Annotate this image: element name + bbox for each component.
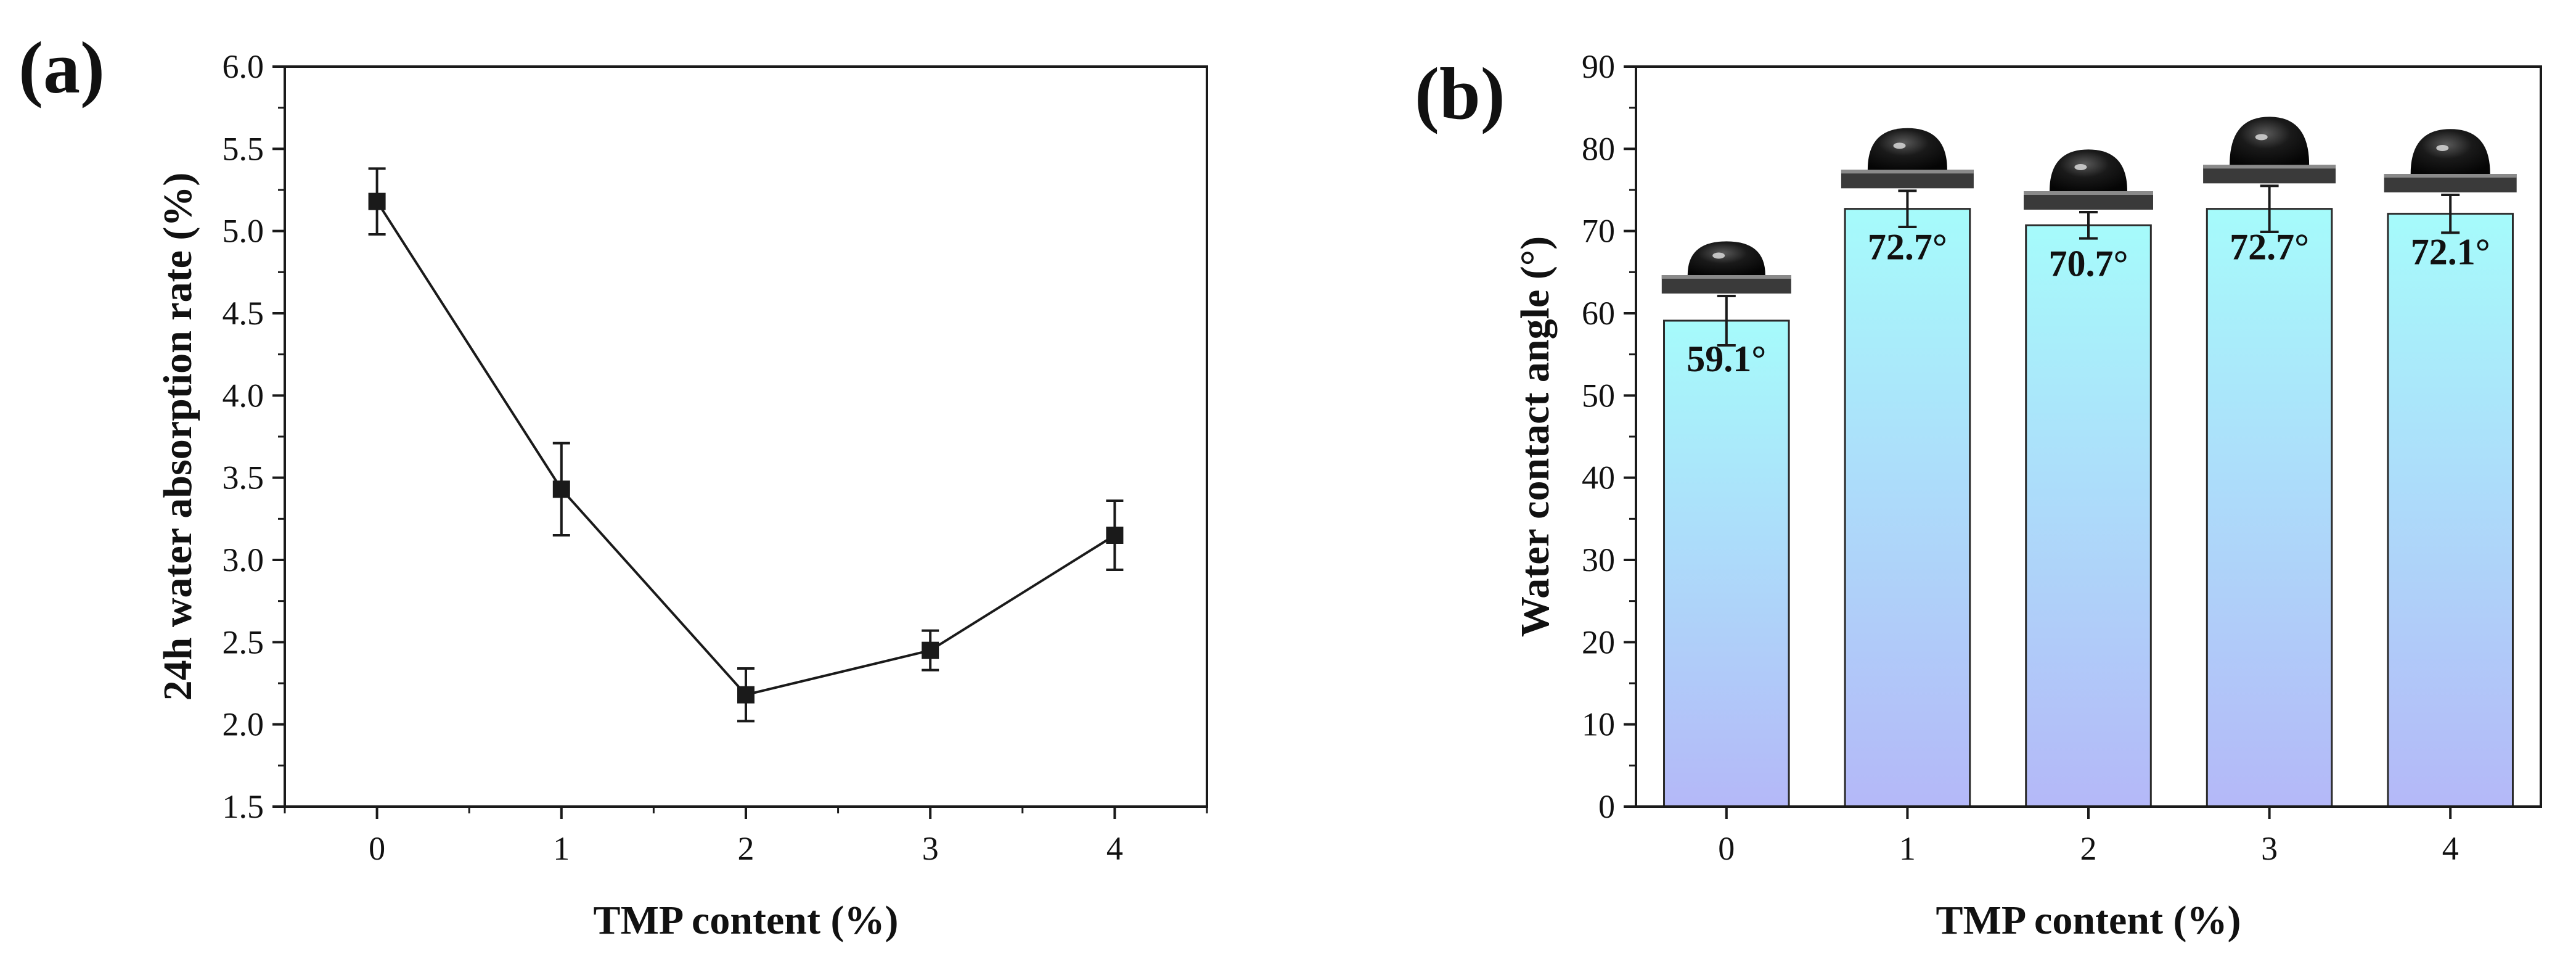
chart-b-x-axis: 0 1 2 3 4 [1718,807,2459,867]
droplet-glint [2436,145,2449,151]
y-tick-label: 30 [1582,541,1615,578]
chart-a-y-axis: 1.5 2.0 2.5 3.0 3.5 4.0 4.5 5.0 5.5 6.0 [223,48,285,825]
droplet-glint [1893,142,1906,149]
series-line [375,200,1116,696]
droplet-image [2024,149,2153,210]
bar [1663,319,1790,808]
bar [2387,213,2514,808]
y-tick-label: 3.5 [223,459,264,496]
chart-a-series [368,167,1124,723]
y-tick-label: 90 [1582,48,1615,85]
y-tick-label: 1.5 [223,788,264,825]
substrate-highlight [2024,191,2153,195]
chart-b-bars: 59.1° 72.7° 70.7° 72.7° 72.1° [1663,184,2514,808]
droplet-image [1841,128,1974,189]
droplet [2050,149,2127,191]
chart-a-y-axis-title: 24h water absorption rate (%) [155,173,200,701]
chart-a-x-axis: 0 1 2 3 4 [284,807,1208,867]
bar-value-label: 59.1° [1687,339,1766,379]
bar-value-label: 72.7° [2230,227,2309,268]
droplet-image [1661,241,1791,294]
chart-b-y-axis-title: Water contact angle (°) [1513,236,1558,637]
x-tick-label: 3 [922,830,939,867]
droplet-image [2384,129,2517,192]
droplet [2230,117,2310,165]
y-tick-label: 6.0 [223,48,264,85]
data-point [368,192,386,210]
x-tick-label: 1 [1899,830,1916,867]
x-tick-label: 2 [738,830,754,867]
panel-a-label: (a) [18,27,105,109]
x-tick-label: 1 [553,830,570,867]
droplet-image [2203,117,2336,184]
droplet-glint [1712,252,1725,259]
chart-b-droplet-images [1661,117,2517,294]
chart-a: (a) 1.5 2.0 2.5 3.0 3.5 4.0 4.5 5.0 5.5 6.0 0 1 2 3 4… [18,27,1208,943]
y-tick-label: 80 [1582,130,1615,167]
x-tick-label: 3 [2261,830,2278,867]
substrate-highlight [2203,165,2336,169]
data-point [1106,527,1124,544]
bar-value-label: 72.7° [1868,227,1947,268]
droplet [2410,129,2490,174]
y-tick-label: 70 [1582,213,1615,250]
substrate-highlight [1841,170,1974,174]
droplet [1687,241,1765,275]
y-tick-label: 60 [1582,295,1615,332]
y-tick-label: 3.0 [223,541,264,578]
droplet-glint [2255,134,2268,141]
y-tick-label: 5.5 [223,130,264,167]
y-tick-label: 20 [1582,623,1615,660]
y-tick-label: 5.0 [223,213,264,250]
droplet-glint [2074,164,2087,170]
panel-b-label: (b) [1415,52,1505,134]
x-tick-label: 2 [2080,830,2097,867]
chart-b-x-axis-title: TMP content (%) [1936,898,2241,943]
x-tick-label: 0 [1718,830,1735,867]
x-tick-label: 0 [369,830,385,867]
chart-a-x-axis-title: TMP content (%) [594,898,899,943]
bar-value-label: 70.7° [2049,243,2128,284]
y-tick-label: 4.0 [223,377,264,414]
y-tick-label: 40 [1582,459,1615,496]
y-tick-label: 4.5 [223,295,264,332]
data-point [552,480,570,498]
y-tick-label: 10 [1582,706,1615,743]
data-point [737,686,754,704]
droplet [1867,128,1947,170]
y-tick-label: 0 [1598,788,1615,825]
chart-b-y-axis: 0 10 20 30 40 50 60 70 80 90 [1582,48,1636,825]
data-point [922,641,939,659]
bar-value-label: 72.1° [2411,232,2490,273]
chart-b: (b) 59.1°72.7° 70.7° 72.7° 72.1° 0102030405… [1415,48,2542,943]
bar [2025,224,2152,808]
substrate-highlight [1661,275,1791,279]
substrate-highlight [2384,174,2517,178]
y-tick-label: 2.5 [223,623,264,660]
y-tick-label: 2.0 [223,706,264,743]
y-tick-label: 50 [1582,377,1615,414]
bar [2206,208,2333,808]
x-tick-label: 4 [1106,830,1123,867]
bar [1844,208,1971,808]
x-tick-label: 4 [2442,830,2459,867]
